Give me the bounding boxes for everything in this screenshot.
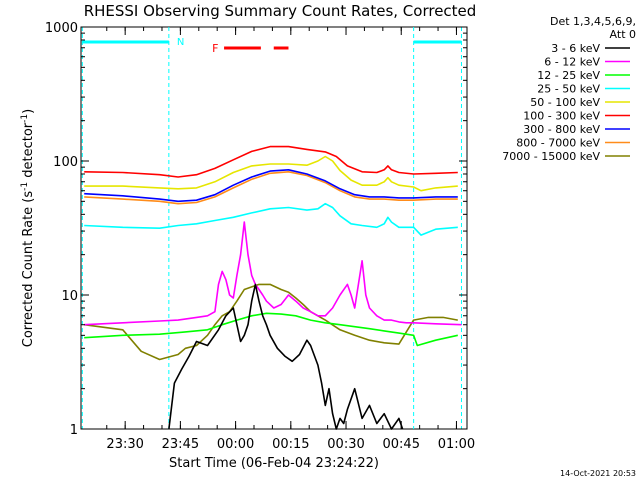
plot-area: N F 23:30 23:45 00:00 00:15 00:30 00:45 01:00 1… [45, 21, 475, 452]
legend-entry-label: 100 - 300 keV [523, 110, 600, 123]
legend-header-line1: Det 1,3,4,5,6,9, [550, 15, 636, 28]
y-tick-label: 10 [61, 289, 78, 304]
legend-entry-label: 300 - 800 keV [523, 123, 600, 136]
y-axis-label: Corrected Count Rate (s-1 detector-1) [20, 109, 36, 347]
timestamp-footer: 14-Oct-2021 20:53 [560, 469, 636, 478]
legend-entry-label: 25 - 50 keV [537, 83, 600, 96]
series-line [168, 283, 404, 430]
legend-entry-label: 7000 - 15000 keV [502, 150, 600, 163]
flare-label: F [212, 42, 218, 55]
x-tick-label: 00:45 [383, 437, 420, 452]
series-line [84, 155, 458, 192]
series-line [84, 312, 458, 347]
legend-entry-label: 50 - 100 keV [530, 96, 600, 109]
legend-entry-label: 6 - 12 keV [544, 56, 600, 69]
y-tick-label: 100 [53, 155, 78, 170]
plot-frame [80, 26, 468, 430]
x-tick-label: 23:45 [162, 437, 199, 452]
series-line [84, 221, 462, 326]
x-tick-label: 00:15 [272, 437, 309, 452]
series-line [84, 145, 458, 178]
legend-entry-label: 3 - 6 keV [551, 42, 600, 55]
series-line [84, 169, 458, 203]
chart-title: RHESSI Observing Summary Count Rates, Co… [84, 2, 477, 20]
legend-header-line2: Att 0 [610, 28, 636, 41]
x-tick-label: 01:00 [438, 437, 475, 452]
series-line [84, 283, 458, 361]
y-tick-label: 1 [70, 423, 78, 438]
series-line [84, 171, 458, 205]
x-tick-label: 00:00 [217, 437, 254, 452]
x-tick-label: 23:30 [106, 437, 143, 452]
y-tick-label: 1000 [45, 21, 78, 36]
legend-entry-label: 12 - 25 keV [537, 69, 600, 82]
series-line [84, 202, 458, 236]
legend-entry-label: 800 - 7000 keV [516, 137, 600, 150]
night-label: N [177, 37, 184, 48]
x-tick-label: 00:30 [327, 437, 364, 452]
x-axis-label: Start Time (06-Feb-04 23:24:22) [169, 456, 379, 471]
